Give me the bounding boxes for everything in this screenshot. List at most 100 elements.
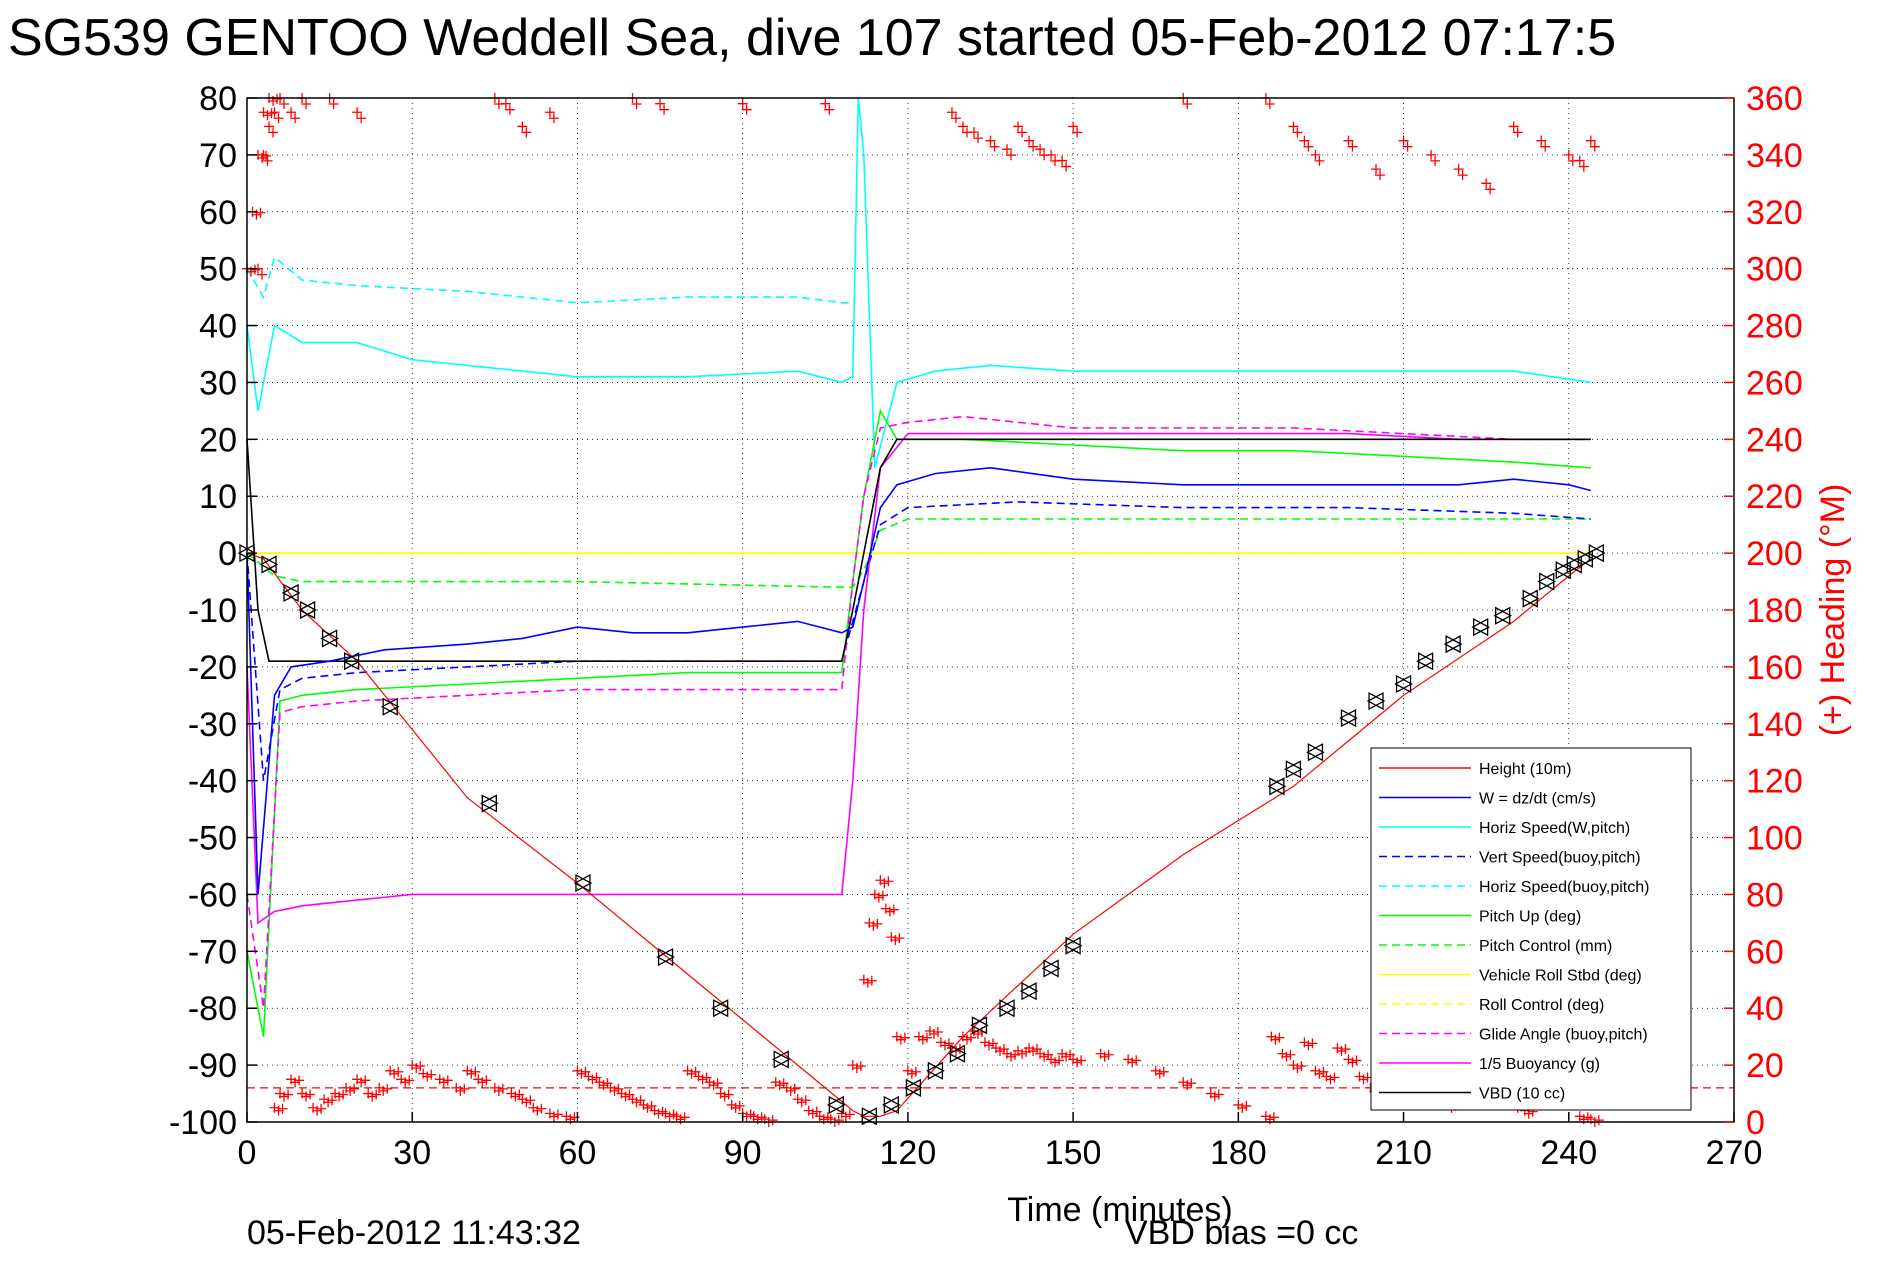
tick-label-right: 140 — [1746, 706, 1803, 744]
tick-label-right: 180 — [1746, 592, 1803, 630]
heading-point — [438, 1077, 449, 1088]
heading-point — [1329, 1072, 1340, 1083]
heading-point — [544, 107, 555, 118]
heading-point — [697, 1074, 708, 1085]
heading-point — [989, 141, 1000, 152]
tick-label-left: -50 — [188, 820, 237, 858]
tick-label-left: 40 — [199, 308, 237, 346]
dive-marker — [1366, 691, 1384, 711]
heading-point — [1006, 1051, 1017, 1062]
dive-marker — [342, 652, 360, 671]
series-line-glide-angle — [246, 415, 1591, 1009]
dive-marker — [656, 947, 674, 967]
heading-point — [895, 1034, 906, 1045]
heading-point — [862, 977, 873, 988]
heading-point — [1288, 121, 1299, 132]
timestamp: 05-Feb-2012 11:43:32 — [247, 1214, 581, 1252]
tick-label-x: 0 — [238, 1134, 257, 1172]
tick-label-left: 70 — [199, 137, 237, 175]
heading-point — [1375, 170, 1386, 181]
legend-label: Pitch Control (mm) — [1479, 938, 1612, 955]
heading-point — [328, 99, 339, 109]
heading-point — [910, 1066, 921, 1077]
heading-point — [316, 1103, 327, 1114]
heading-point — [894, 933, 905, 944]
heading-point — [1340, 1044, 1351, 1055]
dive-marker — [1339, 709, 1357, 728]
dive-marker — [948, 1044, 966, 1063]
heading-point — [800, 1095, 811, 1106]
legend-label: VBD (10 cc) — [1479, 1086, 1565, 1103]
dive-marker — [997, 999, 1015, 1018]
heading-point — [1061, 161, 1072, 172]
heading-point — [1182, 99, 1193, 109]
heading-point — [1296, 1061, 1307, 1072]
dive-marker — [320, 629, 338, 648]
heading-point — [1307, 1038, 1318, 1049]
dive-marker — [859, 1107, 877, 1126]
tick-label-x: 180 — [1210, 1134, 1267, 1172]
tick-label-right: 320 — [1746, 194, 1803, 232]
heading-point — [884, 906, 895, 917]
heading-point — [426, 1069, 437, 1080]
heading-point — [932, 1026, 943, 1037]
heading-point — [1127, 1057, 1138, 1068]
tick-label-x: 30 — [393, 1134, 431, 1172]
tick-label-x: 270 — [1706, 1134, 1763, 1172]
heading-point — [264, 121, 275, 132]
heading-point — [1303, 141, 1314, 152]
heading-point — [415, 1061, 426, 1072]
x-axis-ticks: 0 30 60 90 120 150 180 210 240 270 — [238, 1112, 1763, 1172]
heading-point — [807, 1108, 818, 1119]
heading-point — [277, 1103, 288, 1114]
heading-point — [906, 1068, 917, 1079]
dive-marker — [1443, 635, 1461, 654]
heading-point — [1314, 155, 1325, 166]
heading-point — [290, 1077, 301, 1088]
heading-point — [939, 1040, 950, 1051]
heading-point — [985, 135, 996, 146]
heading-point — [521, 1097, 532, 1108]
heading-point — [497, 1083, 508, 1094]
heading-point — [525, 1095, 536, 1106]
heading-point — [1099, 1051, 1110, 1062]
tick-label-left: -70 — [188, 933, 237, 971]
heading-point — [422, 1071, 433, 1082]
heading-point — [972, 133, 983, 144]
dive-marker — [479, 794, 497, 813]
dive-marker — [926, 1061, 944, 1080]
heading-point — [609, 1085, 620, 1096]
tick-label-left: -60 — [188, 876, 237, 914]
heading-point — [921, 1032, 932, 1043]
heading-point — [741, 104, 752, 115]
series-line-height — [246, 552, 1592, 1117]
tick-label-right: 200 — [1746, 535, 1803, 573]
x-axis-label: Time (minutes) — [1007, 1191, 1232, 1229]
heading-point — [548, 113, 559, 124]
legend-label: W = dz/dt (cm/s) — [1479, 791, 1596, 808]
heading-point — [400, 1077, 411, 1088]
heading-point — [872, 918, 883, 929]
heading-point — [946, 107, 957, 118]
tick-label-left: -20 — [188, 649, 237, 687]
dive-markers — [237, 544, 1606, 1126]
series-line-horiz-speed-buoy — [246, 255, 853, 304]
heading-point — [888, 904, 899, 915]
heading-point — [1398, 135, 1409, 146]
heading-point — [1035, 144, 1046, 155]
legend-label: Pitch Up (deg) — [1479, 909, 1581, 926]
heading-point — [899, 1032, 910, 1043]
dive-marker — [1471, 617, 1489, 637]
heading-point — [470, 1066, 481, 1077]
heading-point — [305, 1089, 316, 1100]
heading-point — [262, 110, 273, 121]
heading-point — [789, 1083, 800, 1094]
heading-point — [957, 121, 968, 132]
tick-label-left: -90 — [188, 1047, 237, 1085]
heading-point — [868, 920, 879, 931]
dive-marker — [771, 1050, 789, 1069]
dive-marker — [1306, 743, 1324, 762]
tick-label-right: 360 — [1746, 80, 1803, 118]
heading-point — [1574, 155, 1585, 166]
heading-point — [1028, 141, 1039, 152]
